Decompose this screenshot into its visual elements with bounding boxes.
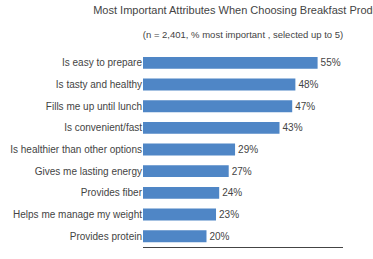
svg-text:23%: 23%	[219, 209, 239, 220]
svg-text:Gives me lasting energy: Gives me lasting energy	[35, 166, 142, 177]
svg-text:(n = 2,401, % most important ,: (n = 2,401, % most important , selected …	[143, 29, 343, 40]
svg-text:Is easy to prepare: Is easy to prepare	[62, 57, 142, 68]
svg-text:55%: 55%	[321, 57, 341, 68]
svg-text:47%: 47%	[295, 101, 315, 112]
svg-text:Fills me up until lunch: Fills me up until lunch	[46, 101, 142, 112]
svg-text:29%: 29%	[238, 144, 258, 155]
svg-text:Provides protein: Provides protein	[70, 231, 142, 242]
svg-text:Provides fiber: Provides fiber	[81, 187, 143, 198]
svg-text:48%: 48%	[298, 79, 318, 90]
svg-text:43%: 43%	[283, 122, 303, 133]
svg-text:20%: 20%	[209, 231, 229, 242]
svg-text:Most Important Attributes When: Most Important Attributes When Choosing …	[93, 4, 373, 16]
svg-text:Is tasty and healthy: Is tasty and healthy	[56, 79, 142, 90]
svg-text:Helps me manage my weight: Helps me manage my weight	[13, 209, 142, 220]
svg-text:Is convenient/fast: Is convenient/fast	[64, 122, 142, 133]
svg-text:Is healthier than other option: Is healthier than other options	[10, 144, 142, 155]
svg-text:24%: 24%	[222, 187, 242, 198]
svg-text:27%: 27%	[232, 166, 252, 177]
